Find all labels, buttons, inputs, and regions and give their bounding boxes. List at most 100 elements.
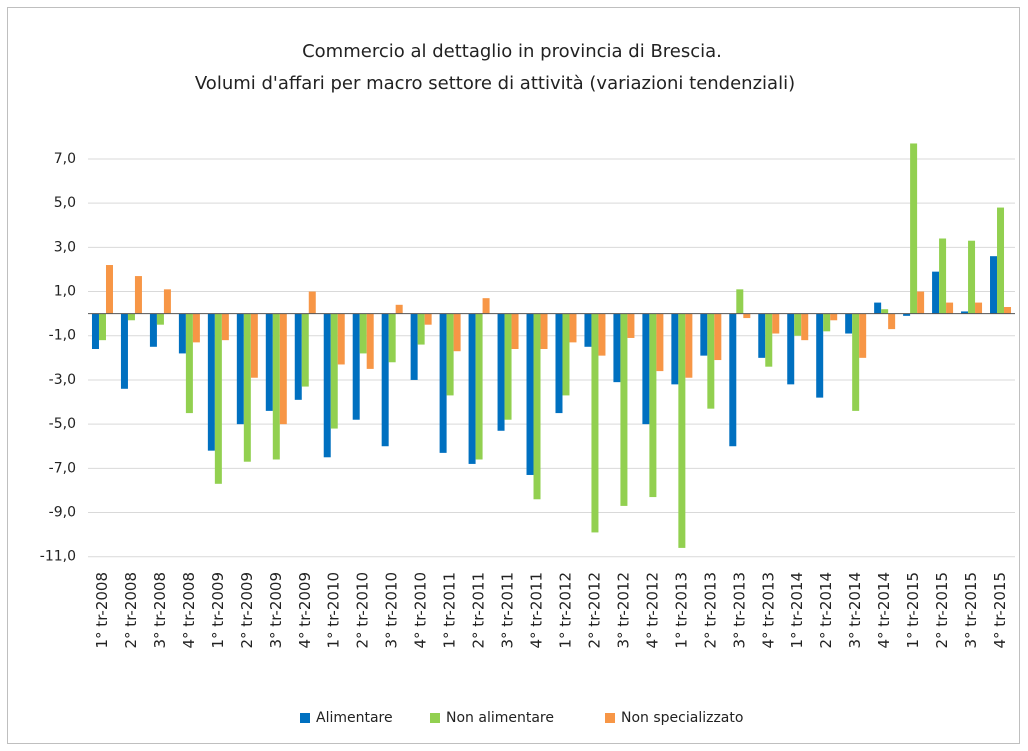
x-tick-label: 1° tr-2012 [556, 572, 574, 649]
y-tick-label: -1,0 [49, 328, 76, 344]
bar [859, 313, 867, 358]
y-tick-label: 3,0 [54, 239, 76, 255]
bar [932, 271, 940, 314]
bar [330, 313, 338, 429]
x-tick-label: 4° tr-2009 [296, 572, 314, 649]
x-tick-label: 3° tr-2015 [962, 572, 980, 649]
bar [178, 313, 186, 354]
legend-swatch [430, 713, 440, 723]
bar [475, 313, 483, 460]
bar [468, 313, 476, 464]
y-tick-label: -9,0 [49, 505, 76, 521]
bar [236, 313, 244, 425]
bar [98, 313, 106, 341]
bar [105, 265, 113, 314]
bar [671, 313, 679, 385]
bar [250, 313, 258, 378]
chart-title: Commercio al dettaglio in provincia di B… [302, 41, 722, 62]
bar [540, 313, 548, 349]
x-tick-label: 4° tr-2010 [412, 572, 430, 649]
bar [149, 313, 157, 347]
bar [511, 313, 519, 349]
bar [656, 313, 664, 372]
bar [823, 313, 831, 332]
x-tick-label: 2° tr-2010 [354, 572, 372, 649]
y-tick-label: -7,0 [49, 460, 76, 476]
bar [308, 291, 316, 314]
bar [388, 313, 396, 363]
bar [192, 313, 200, 343]
bar [185, 313, 193, 414]
bar [787, 313, 795, 385]
bar [482, 298, 490, 314]
bar [968, 240, 976, 314]
bar [881, 309, 889, 314]
bar [265, 313, 273, 411]
bar [214, 313, 222, 484]
bar [961, 311, 969, 314]
bar [243, 313, 251, 462]
bar [395, 304, 403, 314]
y-tick-label: 5,0 [54, 195, 76, 211]
legend-swatch [300, 713, 310, 723]
bar [504, 313, 512, 420]
bar [613, 313, 621, 383]
bar [439, 313, 447, 453]
x-tick-label: 2° tr-2015 [933, 572, 951, 649]
bar [533, 313, 541, 500]
x-tick-label: 1° tr-2010 [325, 572, 343, 649]
x-tick-label: 2° tr-2012 [585, 572, 603, 649]
bar [526, 313, 534, 475]
bar [163, 289, 171, 314]
x-tick-label: 4° tr-2012 [643, 572, 661, 649]
bar [765, 313, 773, 367]
bar [946, 302, 954, 314]
bar [758, 313, 766, 358]
y-tick-label: -3,0 [49, 372, 76, 388]
bar [279, 313, 287, 425]
bar [410, 313, 418, 380]
bar [555, 313, 563, 414]
bar [294, 313, 302, 400]
bar [91, 313, 99, 349]
bar [497, 313, 505, 431]
x-tick-label: 4° tr-2013 [759, 572, 777, 649]
bar [453, 313, 461, 352]
bar [903, 313, 911, 316]
bar [417, 313, 425, 345]
x-tick-label: 3° tr-2010 [383, 572, 401, 649]
x-tick-label: 2° tr-2014 [817, 572, 835, 649]
legend-swatch [605, 713, 615, 723]
bar [685, 313, 693, 378]
bar [975, 302, 983, 314]
bar [272, 313, 280, 460]
bar [620, 313, 628, 506]
bar [910, 143, 918, 314]
y-tick-label: 1,0 [54, 284, 76, 300]
bar [801, 313, 809, 341]
bar [990, 256, 998, 314]
bar [424, 313, 432, 325]
legend-label: Alimentare [316, 710, 393, 726]
bar [830, 313, 838, 321]
bar [569, 313, 577, 343]
bar [743, 313, 751, 319]
chart-border [7, 7, 1020, 744]
bar [127, 313, 135, 321]
x-tick-label: 1° tr-2011 [441, 572, 459, 649]
bar [627, 313, 635, 338]
bar [997, 207, 1005, 314]
bar [562, 313, 570, 396]
x-tick-label: 2° tr-2011 [470, 572, 488, 649]
bar [700, 313, 708, 356]
bar [736, 289, 744, 314]
x-tick-label: 3° tr-2014 [846, 572, 864, 649]
bar [845, 313, 853, 334]
bar [366, 313, 374, 369]
bar [714, 313, 722, 361]
bar [707, 313, 715, 409]
bar [642, 313, 650, 425]
x-tick-label: 3° tr-2012 [614, 572, 632, 649]
chart-subtitle: Volumi d'affari per macro settore di att… [195, 73, 795, 94]
